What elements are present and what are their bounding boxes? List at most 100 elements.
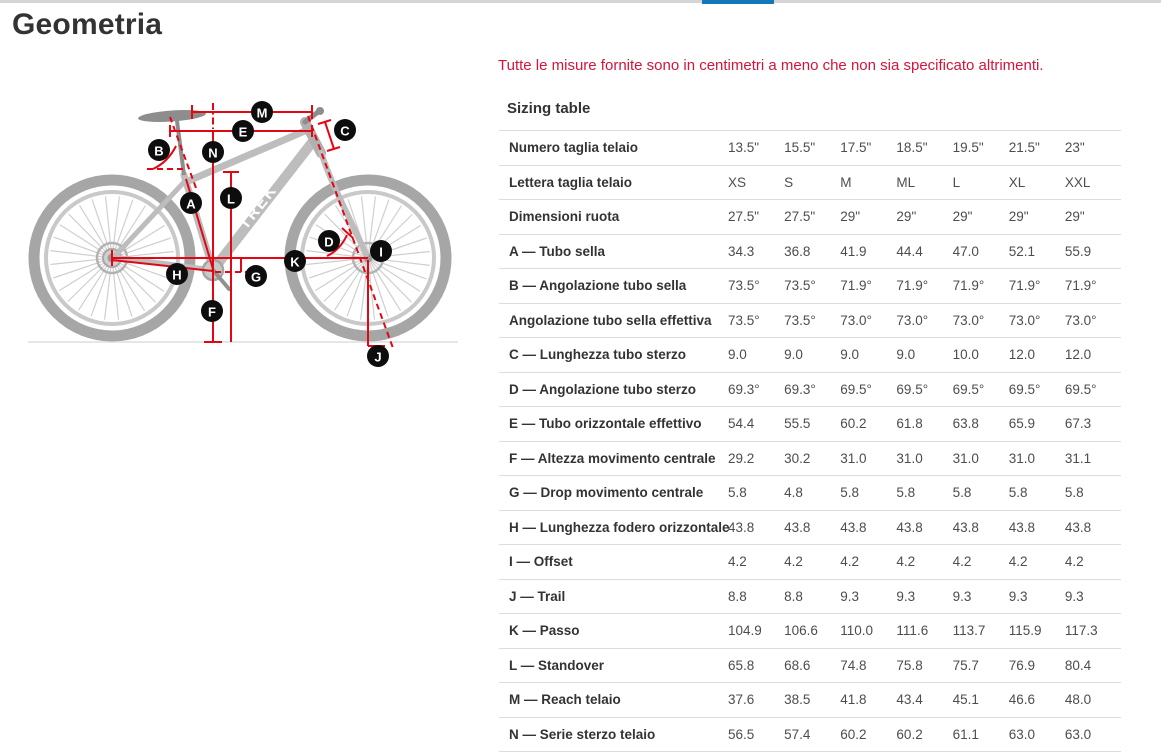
table-row: Dimensioni ruota 27.5" 27.5" 29" 29" 29" 29" 29… [499, 199, 1121, 235]
row-value: 27.5" [728, 209, 760, 225]
row-value: 9.3 [1064, 588, 1084, 604]
row-value: 21.5" [1008, 140, 1040, 156]
row-value: 43.8 [1008, 519, 1035, 535]
row-value: 31.0 [840, 450, 867, 466]
row-value: 71.9° [896, 278, 929, 294]
table-row: H — Lunghezza fodero orizzontale 43.8 43.8… [499, 510, 1121, 545]
table-row: C — Lunghezza tubo sterzo 9.0 9.0 9.0 9.0 10.… [499, 337, 1121, 373]
svg-text:D: D [324, 235, 333, 250]
marker-i: I [370, 240, 392, 262]
row-value: 8.8 [728, 588, 747, 604]
row-value: ML [896, 174, 916, 190]
row-label: L — Standover [509, 657, 605, 673]
saddle [138, 110, 206, 122]
row-value: 73.0° [1008, 312, 1041, 328]
row-value: 71.9° [952, 278, 985, 294]
row-value: 73.0° [840, 312, 872, 328]
row-value: 5.8 [896, 485, 916, 501]
measurements-note: Tutte le misure fornite sono in centimet… [498, 57, 1044, 74]
row-value: 17.5" [840, 140, 872, 156]
svg-text:H: H [172, 268, 181, 283]
fork [318, 149, 369, 257]
row-value: XL [1008, 174, 1026, 190]
marker-d: D [318, 230, 340, 252]
svg-text:M: M [257, 106, 268, 121]
row-value: 73.5° [728, 312, 760, 328]
row-value: 4.2 [840, 554, 860, 570]
row-value: 61.8 [896, 416, 923, 432]
table-row: B — Angolazione tubo sella 73.5° 73.5° 71.9… [499, 268, 1121, 304]
row-value: 74.8 [840, 657, 867, 673]
row-value: 29" [1064, 209, 1085, 225]
row-value: 9.0 [840, 347, 860, 363]
row-value: 8.8 [784, 588, 803, 604]
head-tube [300, 117, 326, 158]
row-value: 27.5" [784, 209, 816, 225]
row-label: Dimensioni ruota [509, 209, 620, 225]
row-value: 104.9 [728, 623, 762, 639]
row-value: 73.5° [728, 278, 760, 294]
row-value: 47.0 [952, 243, 979, 259]
row-value: 29" [1008, 209, 1029, 225]
row-value: 9.3 [952, 588, 972, 604]
row-label: J — Trail [509, 588, 566, 604]
row-value: 71.9° [1008, 278, 1041, 294]
row-value: 36.8 [784, 243, 811, 259]
row-value: 69.3° [728, 381, 760, 397]
row-value: 31.0 [952, 450, 979, 466]
row-value: 29" [896, 209, 917, 225]
row-value: 110.0 [840, 623, 874, 639]
row-value: 18.5" [896, 140, 928, 156]
row-value: 71.9° [840, 278, 872, 294]
row-value: 9.3 [896, 588, 916, 604]
row-value: 12.0 [1008, 347, 1035, 363]
row-value: 44.4 [896, 243, 923, 259]
table-row: F — Altezza movimento centrale 29.2 30.2 31… [499, 441, 1121, 476]
row-value: 4.2 [896, 554, 916, 570]
marker-l: L [220, 187, 242, 209]
row-value: XS [728, 174, 747, 190]
row-value: 69.5° [1008, 381, 1041, 397]
row-value: 73.0° [1064, 312, 1097, 328]
row-value: 41.9 [840, 243, 867, 259]
row-value: 29" [952, 209, 973, 225]
row-label: M — Reach telaio [509, 692, 621, 708]
row-value: 43.8 [784, 519, 811, 535]
marker-f: F [201, 300, 223, 322]
table-row: M — Reach telaio 37.6 38.5 41.8 43.4 45.1 46.6… [499, 682, 1121, 718]
svg-text:K: K [290, 255, 300, 270]
row-value: XXL [1064, 174, 1091, 190]
row-value: 115.9 [1008, 623, 1042, 639]
row-value: 106.6 [784, 623, 818, 639]
row-value: 61.1 [952, 726, 979, 742]
table-row: Angolazione tubo sella effettiva 73.5° 73.… [499, 303, 1121, 338]
sizing-table: Numero taglia telaio 13.5" 15.5" 17.5" 18.5"… [499, 130, 1121, 752]
row-label: Lettera taglia telaio [509, 174, 633, 190]
table-row: D — Angolazione tubo sterzo 69.3° 69.3° 69.… [499, 372, 1121, 407]
svg-text:J: J [374, 350, 381, 365]
row-label: I — Offset [509, 554, 573, 570]
row-value: 60.2 [840, 726, 867, 742]
row-value: 111.6 [896, 623, 929, 639]
top-tabs-divider [0, 0, 1161, 3]
row-label: E — Tubo orizzontale effettivo [509, 416, 702, 432]
row-label: B — Angolazione tubo sella [509, 278, 687, 294]
row-value: 55.5 [784, 416, 811, 432]
row-value: 29" [840, 209, 861, 225]
row-value: 57.4 [784, 726, 811, 742]
page-title: Geometria [12, 8, 163, 41]
row-value: 63.0 [1064, 726, 1092, 742]
row-value: 43.8 [840, 519, 867, 535]
svg-text:C: C [340, 124, 350, 139]
row-value: 69.5° [896, 381, 929, 397]
row-value: 9.3 [1008, 588, 1028, 604]
row-value: 10.0 [952, 347, 979, 363]
row-value: 43.8 [728, 519, 755, 535]
row-value: 5.8 [1008, 485, 1028, 501]
row-value: 54.4 [728, 416, 755, 432]
active-tab-indicator[interactable] [702, 0, 774, 4]
marker-k: K [284, 250, 306, 272]
row-value: 4.2 [1064, 554, 1084, 570]
row-value: 43.8 [1064, 519, 1092, 535]
row-value: 4.2 [952, 554, 972, 570]
